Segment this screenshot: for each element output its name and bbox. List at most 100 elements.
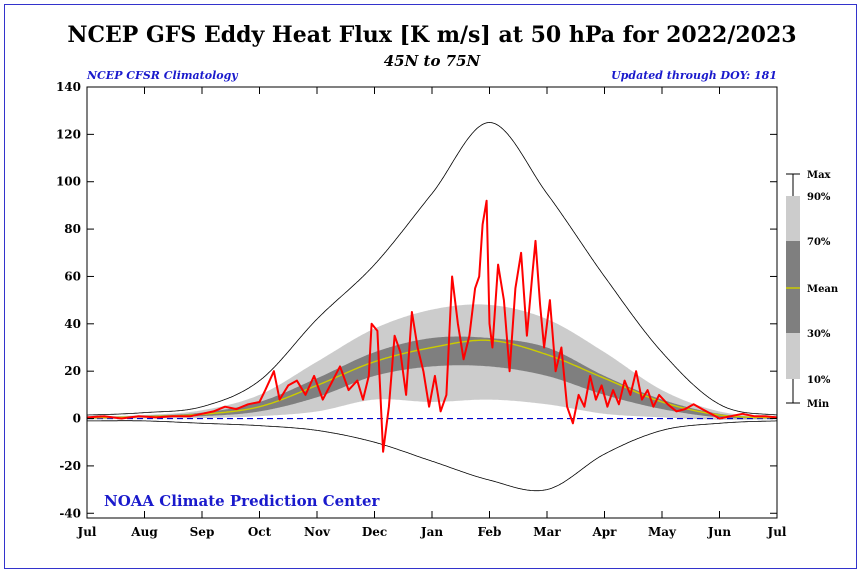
- plot-lines: [86, 122, 778, 492]
- series-point: [428, 406, 430, 408]
- series-point: [509, 370, 511, 372]
- updated-note: Updated through DOY: 181: [611, 69, 777, 82]
- series-point: [189, 415, 192, 417]
- y-tick-label: 100: [56, 175, 81, 189]
- x-tick-label: Aug: [130, 525, 158, 539]
- series-point: [539, 304, 541, 306]
- series-point: [120, 417, 123, 420]
- y-tick-label: -20: [59, 459, 81, 473]
- min-line: [87, 420, 777, 492]
- series-point: [612, 389, 614, 391]
- series-point: [652, 406, 655, 408]
- series-point: [451, 275, 453, 278]
- series-point: [155, 416, 157, 418]
- series-point: [296, 380, 298, 382]
- series-point: [376, 330, 378, 332]
- series-point: [463, 358, 465, 360]
- series-point: [635, 370, 637, 372]
- series-point: [482, 223, 484, 225]
- legend-label: Min: [807, 399, 830, 410]
- series-point: [440, 410, 442, 412]
- series-point: [313, 375, 315, 377]
- series-point: [667, 403, 669, 405]
- series-point: [578, 394, 580, 396]
- x-tick-label: Feb: [478, 525, 502, 539]
- series-point: [368, 375, 370, 377]
- series-point: [606, 406, 609, 408]
- series-point: [486, 200, 488, 202]
- series-point: [595, 399, 597, 401]
- series-point: [684, 408, 686, 410]
- series-point: [624, 380, 626, 382]
- series-0: [86, 199, 778, 453]
- series-point: [534, 240, 537, 242]
- x-tick-label: Jun: [707, 525, 731, 539]
- series-point: [362, 399, 364, 401]
- series-point: [618, 403, 620, 405]
- series-point: [388, 406, 390, 408]
- y-tick-label: 140: [56, 80, 81, 94]
- x-tick-label: May: [648, 525, 677, 539]
- series-point: [658, 394, 660, 396]
- series-point: [629, 394, 632, 396]
- series-point: [103, 415, 105, 417]
- series-point: [330, 382, 332, 384]
- max-line: [87, 122, 778, 416]
- x-tick-label: Dec: [362, 525, 387, 539]
- series-point: [641, 399, 643, 401]
- series-point: [417, 346, 419, 349]
- series-point: [478, 275, 480, 278]
- series-point: [474, 287, 476, 289]
- x-tick-label: Sep: [190, 525, 215, 539]
- series-point: [224, 406, 226, 408]
- climatology-note: NCEP CFSR Climatology: [87, 69, 238, 82]
- band-30-70: [87, 336, 777, 419]
- y-tick-label: 0: [73, 412, 81, 426]
- legend-label: 70%: [807, 237, 831, 248]
- x-tick-label: Oct: [248, 525, 272, 539]
- y-tick-label: -40: [59, 506, 81, 520]
- series-point: [572, 422, 574, 424]
- series-point: [445, 394, 447, 396]
- chart-subtitle: 45N to 75N: [383, 52, 481, 70]
- series-point: [138, 415, 140, 417]
- series-point: [356, 380, 358, 382]
- chart-title: NCEP GFS Eddy Heat Flux [K m/s] at 50 hP…: [67, 22, 797, 48]
- x-tick-label: Apr: [591, 525, 617, 539]
- plot-bands: [87, 304, 777, 420]
- series-point: [304, 394, 307, 396]
- series-point: [764, 415, 767, 417]
- axes: -40 -20 0 20 40 60 80 100 120 140 Jul Aug Sep Oct Nov D…: [56, 80, 787, 539]
- series-point: [526, 335, 528, 337]
- series-point: [287, 384, 289, 386]
- series-point: [647, 389, 649, 391]
- series-point: [601, 384, 603, 386]
- series-point: [543, 346, 545, 349]
- series-point: [718, 417, 721, 420]
- series-point: [212, 410, 215, 412]
- series-point: [566, 406, 568, 408]
- series-point: [172, 415, 174, 417]
- series-point: [434, 375, 436, 377]
- series-point: [258, 401, 261, 403]
- series-point: [279, 399, 281, 401]
- series-point: [589, 375, 591, 377]
- series-point: [701, 408, 703, 410]
- plot-border: [86, 86, 778, 519]
- series-point: [560, 346, 563, 349]
- series-point: [741, 413, 744, 415]
- series-point: [322, 399, 324, 401]
- chart-frame: [4, 4, 857, 569]
- series-point: [468, 335, 470, 337]
- series-point: [583, 406, 586, 408]
- legend-band-30-70: [786, 241, 800, 333]
- series-point: [348, 389, 350, 391]
- series-point: [457, 323, 459, 325]
- series-point: [247, 403, 249, 405]
- series-point: [555, 370, 557, 372]
- x-tick-label: Nov: [304, 525, 331, 539]
- series-point: [264, 389, 266, 391]
- series-point: [710, 413, 712, 415]
- series-point: [422, 370, 424, 372]
